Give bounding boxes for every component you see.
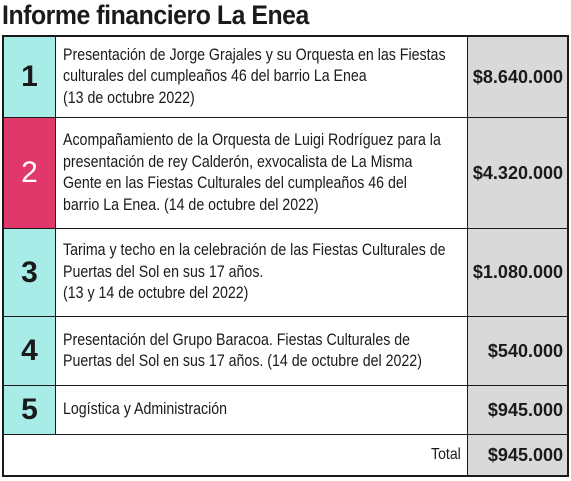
row-description: Presentación del Grupo Baracoa. Fiestas … <box>63 317 469 385</box>
financial-table: 1 Presentación de Jorge Grajales y su Or… <box>2 35 569 477</box>
description-line: culturales del cumpleaños 46 del barrio … <box>63 67 367 86</box>
description-line: (13 de octubre 2022) <box>63 88 195 107</box>
description-line: (13 y 14 de octubre del 2022) <box>63 284 249 303</box>
row-amount: $4.320.000 <box>467 118 567 228</box>
description-line: Presentación del Grupo Baracoa. Fiestas … <box>63 330 411 349</box>
row-number: 4 <box>4 317 56 385</box>
row-description: Presentación de Jorge Grajales y su Orqu… <box>63 37 469 117</box>
description-line: barrio La Enea. (14 de octubre del 2022) <box>63 195 319 214</box>
row-number: 2 <box>4 118 56 228</box>
page-title: Informe financiero La Enea <box>2 0 309 30</box>
description-line: Logística y Administración <box>63 400 228 419</box>
description-line: Acompañamiento de la Orquesta de Luigi R… <box>63 131 441 149</box>
table-row: 2 Acompañamiento de la Orquesta de Luigi… <box>4 118 567 229</box>
table-row: 4 Presentación del Grupo Baracoa. Fiesta… <box>4 317 567 386</box>
total-label: Total <box>431 446 461 463</box>
row-amount: $540.000 <box>467 317 567 385</box>
description-line: Tarima y techo en la celebración de las … <box>63 241 446 260</box>
row-amount: $8.640.000 <box>467 37 567 117</box>
row-description: Logística y Administración <box>63 386 469 434</box>
description-line: Puertas del Sol en sus 17 años. <box>63 262 264 281</box>
total-amount: $945.000 <box>467 435 567 475</box>
table-row: 3 Tarima y techo en la celebración de la… <box>4 229 567 317</box>
row-description: Acompañamiento de la Orquesta de Luigi R… <box>63 118 469 228</box>
description-line: Puertas del Sol en sus 17 años. (14 de o… <box>63 352 422 370</box>
row-number: 1 <box>4 37 56 117</box>
total-row: Total $945.000 <box>4 435 567 475</box>
description-line: Gente en las Fiestas Culturales del cump… <box>63 174 407 192</box>
row-amount: $945.000 <box>467 386 567 434</box>
row-number: 5 <box>4 386 56 434</box>
table-row: 5 Logística y Administración $945.000 <box>4 386 567 435</box>
row-amount: $1.080.000 <box>467 229 567 316</box>
row-number: 3 <box>4 229 56 316</box>
description-line: presentación de rey Calderón, exvocalist… <box>63 152 413 171</box>
description-line: Presentación de Jorge Grajales y su Orqu… <box>63 45 446 64</box>
table-row: 1 Presentación de Jorge Grajales y su Or… <box>4 37 567 118</box>
row-description: Tarima y techo en la celebración de las … <box>63 229 469 316</box>
